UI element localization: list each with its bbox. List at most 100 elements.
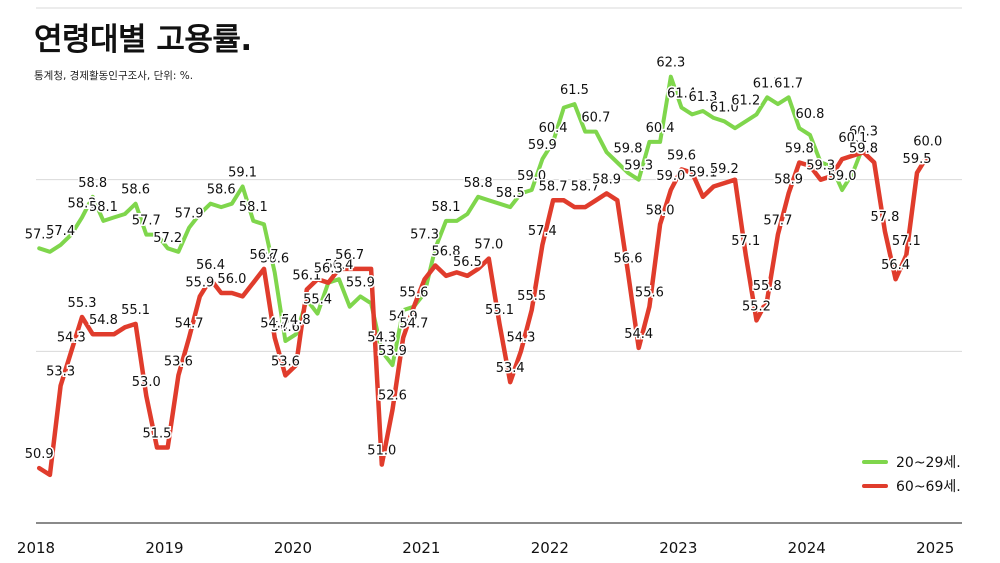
data-label: 58.8 <box>464 176 493 191</box>
data-label: 54.9 <box>389 310 418 325</box>
data-label: 60.1 <box>838 131 867 146</box>
data-label: 56.5 <box>453 255 482 270</box>
data-label: 59.3 <box>624 159 653 174</box>
data-label: 55.5 <box>517 289 546 304</box>
data-label: 61.0 <box>710 100 739 115</box>
data-label: 58.9 <box>774 172 803 187</box>
data-label: 58.6 <box>121 183 150 198</box>
data-label: 57.3 <box>25 227 54 242</box>
data-label: 56.4 <box>324 258 353 273</box>
data-label: 60.4 <box>539 121 568 136</box>
data-label: 54.6 <box>271 320 300 335</box>
x-tick-label: 2022 <box>531 539 569 557</box>
data-label: 59.5 <box>903 152 932 167</box>
data-label: 59.3 <box>806 159 835 174</box>
data-label: 54.8 <box>282 313 311 328</box>
data-label: 59.6 <box>667 148 696 163</box>
data-label: 57.3 <box>410 227 439 242</box>
data-label: 58.9 <box>592 172 621 187</box>
data-label: 59.8 <box>849 142 878 157</box>
data-label: 56.4 <box>196 258 225 273</box>
data-label: 59.8 <box>785 142 814 157</box>
data-label: 51.5 <box>142 426 171 441</box>
series-line-youth <box>37 74 866 368</box>
x-tick-label: 2023 <box>659 539 697 557</box>
data-label: 56.6 <box>260 251 289 266</box>
data-label: 55.6 <box>399 286 428 301</box>
data-label: 57.4 <box>528 224 557 239</box>
data-label: 56.4 <box>881 258 910 273</box>
data-label: 58.0 <box>646 203 675 218</box>
data-label: 61.4 <box>667 87 696 102</box>
x-tick-label: 2018 <box>17 539 55 557</box>
data-label: 58.7 <box>571 179 600 194</box>
data-label: 59.0 <box>656 169 685 184</box>
data-label: 58.6 <box>207 183 236 198</box>
legend-swatch-senior <box>862 484 888 488</box>
data-label: 58.7 <box>539 179 568 194</box>
data-label: 53.6 <box>271 354 300 369</box>
data-label: 56.7 <box>250 248 279 263</box>
data-label: 55.6 <box>635 286 664 301</box>
data-label: 58.1 <box>239 200 268 215</box>
data-label: 57.8 <box>870 210 899 225</box>
data-label: 56.8 <box>432 245 461 260</box>
data-label: 61.7 <box>774 76 803 91</box>
data-label: 59.8 <box>614 142 643 157</box>
legend-swatch-youth <box>862 460 888 464</box>
data-label: 56.7 <box>335 248 364 263</box>
data-label: 56.3 <box>314 262 343 277</box>
data-label: 61.2 <box>731 93 760 108</box>
data-label: 55.2 <box>742 299 771 314</box>
data-label: 55.9 <box>346 275 375 290</box>
data-label: 57.0 <box>474 238 503 253</box>
data-label: 58.1 <box>89 200 118 215</box>
x-tick-label: 2025 <box>916 539 954 557</box>
data-label: 55.1 <box>485 303 514 318</box>
data-label: 60.0 <box>913 135 942 150</box>
data-label: 58.8 <box>78 176 107 191</box>
data-label: 62.3 <box>656 56 685 71</box>
data-label: 53.6 <box>164 354 193 369</box>
data-label: 54.7 <box>399 317 428 332</box>
data-label: 59.1 <box>688 166 717 181</box>
data-label: 53.9 <box>378 344 407 359</box>
data-label: 53.4 <box>496 361 525 376</box>
legend-label-youth: 20~29세. <box>896 455 961 471</box>
data-label: 58.1 <box>432 200 461 215</box>
data-label: 59.2 <box>710 162 739 177</box>
data-label: 57.1 <box>731 234 760 249</box>
data-label: 59.0 <box>828 169 857 184</box>
chart-title: 연령대별 고용률. <box>34 22 252 58</box>
data-label: 55.1 <box>121 303 150 318</box>
x-tick-label: 2019 <box>145 539 183 557</box>
data-label: 57.1 <box>892 234 921 249</box>
data-label: 55.9 <box>185 275 214 290</box>
data-label: 57.7 <box>132 214 161 229</box>
data-label: 51.0 <box>367 444 396 459</box>
data-label: 55.8 <box>753 279 782 294</box>
x-tick-label: 2020 <box>274 539 312 557</box>
data-label: 54.3 <box>367 330 396 345</box>
data-label: 61.7 <box>753 76 782 91</box>
data-label: 53.0 <box>132 375 161 390</box>
data-label: 56.6 <box>614 251 643 266</box>
data-label: 55.4 <box>303 293 332 308</box>
data-label: 54.4 <box>624 327 653 342</box>
data-label: 59.1 <box>228 166 257 181</box>
legend-item-senior: 60~69세. <box>862 474 961 498</box>
legend: 20~29세. 60~69세. <box>862 450 961 498</box>
chart-subtitle: 통계청, 경제활동인구조사, 단위: %. <box>34 70 194 82</box>
data-label: 61.3 <box>688 90 717 105</box>
data-label: 56.0 <box>217 272 246 287</box>
data-label: 55.3 <box>68 296 97 311</box>
data-label: 60.7 <box>581 111 610 126</box>
data-label: 57.4 <box>46 224 75 239</box>
data-label: 60.4 <box>646 121 675 136</box>
data-label: 57.7 <box>763 214 792 229</box>
data-label: 54.7 <box>260 317 289 332</box>
x-tick-label: 2024 <box>788 539 826 557</box>
data-label: 50.9 <box>25 447 54 462</box>
data-label: 58.2 <box>68 196 97 211</box>
